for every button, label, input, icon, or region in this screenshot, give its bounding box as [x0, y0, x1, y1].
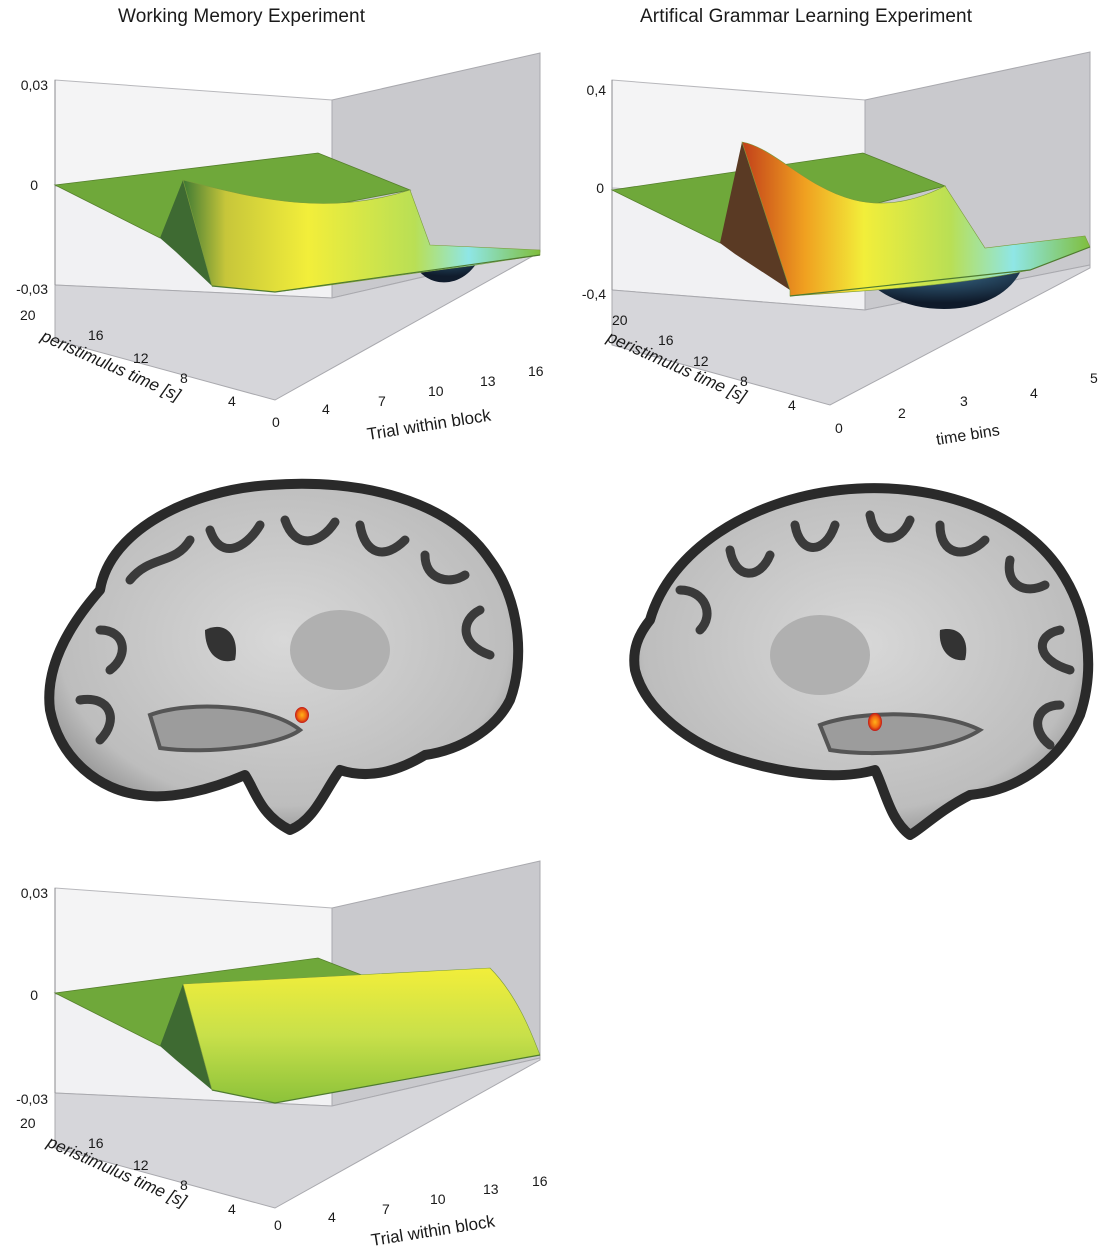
x-tick: 0 [272, 414, 280, 430]
z-tick-bottom: -0,4 [582, 286, 606, 302]
x-axis-label: Trial within block [366, 406, 493, 444]
depth-tick: 8 [180, 370, 188, 386]
right-panel-title: Artifical Grammar Learning Experiment [640, 6, 973, 27]
brain-gyri [75, 515, 495, 745]
z-tick-top: 0,4 [587, 82, 607, 98]
brain-slice-right [629, 483, 1094, 840]
temporal-lobe [147, 704, 304, 753]
z-tick-mid: 0 [30, 177, 38, 193]
x-tick: 4 [328, 1209, 336, 1225]
z-tick-bottom: -0,03 [16, 1091, 48, 1107]
x-tick: 5 [1090, 370, 1098, 386]
z-tick-mid: 0 [596, 180, 604, 196]
x-tick: 16 [532, 1173, 548, 1189]
z-tick-bottom: -0,03 [16, 281, 48, 297]
surface-ridge-shadow [160, 984, 212, 1090]
thalamus [770, 615, 870, 695]
thalamus [290, 610, 390, 690]
x-tick: 16 [528, 363, 544, 379]
surface-plot-grammar-learning: 0,4 0 -0,4 20 16 12 8 4 peristimulus tim… [582, 51, 1098, 449]
surface-main [182, 179, 541, 293]
depth-tick: 16 [88, 1135, 104, 1151]
x-tick: 0 [274, 1217, 282, 1233]
temporal-lobe [817, 712, 984, 756]
surface-ridge-shadow [720, 142, 790, 290]
x-axis-label: time bins [935, 422, 1001, 449]
surface-front-edge [789, 246, 1091, 297]
x-tick: 13 [480, 373, 496, 389]
surface-ridge-shadow [160, 180, 212, 286]
brain-slice-left [44, 478, 524, 835]
x-tick: 7 [382, 1201, 390, 1217]
x-tick: 2 [898, 405, 906, 421]
depth-tick: 12 [133, 1157, 149, 1173]
depth-tick: 12 [133, 350, 149, 366]
depth-tick: 12 [693, 353, 709, 369]
x-tick: 4 [322, 401, 330, 417]
depth-tick: 20 [20, 307, 36, 323]
surface-plot-working-memory: 0,03 0 -0,03 20 16 12 8 4 peristimulus t… [16, 52, 544, 444]
depth-tick: 20 [612, 312, 628, 328]
z-tick-top: 0,03 [21, 885, 48, 901]
x-tick: 3 [960, 393, 968, 409]
depth-tick: 16 [88, 327, 104, 343]
surface-main [741, 141, 1091, 297]
depth-tick: 20 [20, 1115, 36, 1131]
ventricle [205, 626, 236, 662]
x-tick: 4 [1030, 385, 1038, 401]
surface-plot-working-memory-model: 0,03 0 -0,03 20 16 12 8 4 peristimulus t… [16, 860, 548, 1250]
x-tick: 7 [378, 393, 386, 409]
left-panel-title: Working Memory Experiment [118, 6, 366, 27]
brain-gyri [675, 510, 1075, 750]
z-tick-top: 0,03 [21, 77, 48, 93]
activation-spot [868, 713, 882, 731]
surface-front-edge [211, 1054, 541, 1104]
x-tick: 10 [430, 1191, 446, 1207]
x-tick: 13 [483, 1181, 499, 1197]
depth-tick: 16 [658, 332, 674, 348]
depth-tick: 8 [740, 373, 748, 389]
depth-tick: 4 [228, 1201, 236, 1217]
x-tick: 0 [835, 420, 843, 436]
floor [54, 1057, 541, 1209]
z-tick-mid: 0 [30, 987, 38, 1003]
activation-spot [295, 707, 309, 723]
surface-front-edge [211, 254, 541, 293]
x-tick: 10 [428, 383, 444, 399]
depth-tick: 8 [180, 1177, 188, 1193]
depth-tick: 4 [788, 397, 796, 413]
ventricle [939, 629, 967, 661]
depth-tick: 4 [228, 393, 236, 409]
x-axis-label: Trial within block [370, 1212, 497, 1250]
